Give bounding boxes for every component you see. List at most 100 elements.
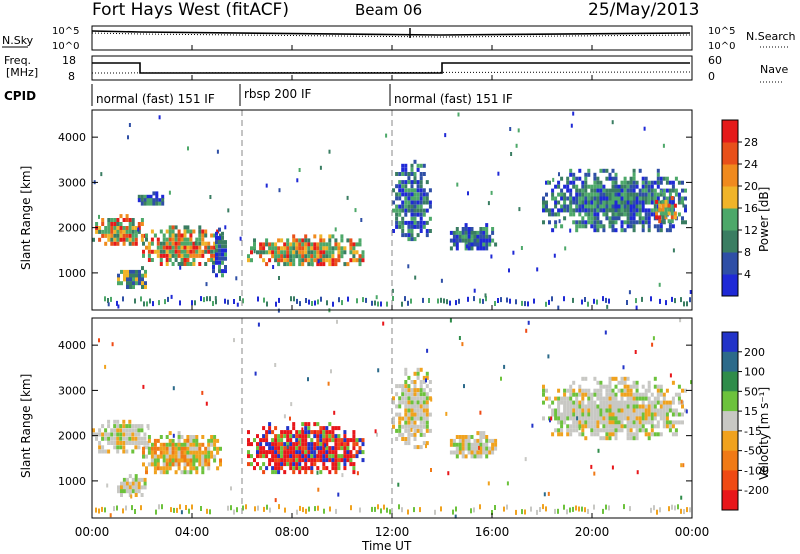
scatter-cell	[590, 424, 594, 429]
scatter-cell	[334, 242, 338, 247]
scatter-cell	[340, 250, 344, 255]
scatter-cell	[210, 450, 214, 455]
ground-scatter-cell	[671, 504, 673, 510]
scatter-cell	[587, 212, 591, 217]
ground-scatter-cell	[305, 298, 307, 303]
scatter-cell	[569, 208, 573, 213]
ground-scatter-cell	[605, 504, 607, 510]
scatter-cell	[401, 432, 405, 437]
scatter-cell	[575, 424, 579, 429]
scatter-cell	[632, 196, 636, 201]
scatter-cell	[668, 200, 672, 205]
scatter-cell	[343, 458, 347, 463]
ground-scatter-cell	[506, 504, 508, 510]
scatter-cell	[104, 241, 108, 246]
scatter-cell	[334, 246, 338, 251]
scatter-cell	[221, 235, 224, 240]
scatter-cell	[644, 192, 648, 197]
scatter-cell	[137, 424, 141, 429]
scatter-cell	[358, 446, 362, 451]
scatter-cell	[614, 196, 618, 201]
scatter-cell	[569, 196, 573, 201]
y-tick-label: 1000	[58, 267, 86, 280]
scatter-cell	[656, 228, 660, 233]
ground-scatter-cell	[200, 506, 202, 511]
scatter-cell	[419, 208, 423, 213]
scatter-cell	[131, 441, 135, 445]
scatter-cell	[482, 442, 486, 447]
scatter-cell	[322, 426, 326, 431]
scatter-cell	[602, 192, 606, 197]
scatter-cell	[153, 470, 157, 475]
scatter-cell	[461, 234, 465, 239]
scatter-cell	[482, 435, 486, 439]
scatter-cell	[659, 388, 663, 393]
noise-point	[354, 208, 357, 213]
noise-point	[660, 189, 663, 194]
ground-scatter-cell	[206, 508, 208, 514]
ground-scatter-cell	[212, 301, 214, 306]
scatter-cell	[665, 388, 669, 393]
scatter-cell	[171, 229, 175, 234]
scatter-cell	[458, 446, 462, 451]
scatter-cell	[141, 285, 144, 289]
scatter-cell	[92, 428, 95, 433]
scatter-cell	[419, 428, 423, 433]
scatter-cell	[407, 204, 411, 209]
scatter-cell	[665, 424, 669, 429]
scatter-cell	[452, 438, 456, 443]
scatter-cell	[684, 208, 687, 213]
scatter-cell	[632, 200, 636, 205]
scatter-cell	[569, 200, 573, 205]
ground-scatter-cell	[566, 509, 568, 515]
scatter-cell	[578, 212, 582, 217]
scatter-cell	[419, 392, 423, 397]
scatter-cell	[319, 238, 323, 243]
scatter-cell	[395, 404, 399, 409]
scatter-cell	[207, 462, 211, 467]
scatter-cell	[271, 454, 275, 459]
scatter-cell	[401, 192, 405, 197]
scatter-cell	[608, 380, 612, 385]
scatter-cell	[626, 200, 630, 205]
scatter-cell	[361, 250, 365, 255]
noise-panel: N.Sky 10^5 10^0 10^5 10^0 N.Search	[2, 25, 796, 52]
scatter-cell	[361, 458, 365, 463]
scatter-cell	[653, 224, 657, 229]
noise-point	[239, 236, 242, 241]
scatter-cell	[632, 208, 636, 213]
scatter-cell	[210, 442, 214, 447]
scatter-cell	[641, 424, 645, 429]
scatter-cell	[155, 194, 159, 199]
ground-scatter-cell	[584, 507, 586, 513]
scatter-cell	[578, 176, 582, 181]
scatter-cell	[398, 384, 402, 389]
scatter-cell	[119, 222, 123, 226]
scatter-cell	[416, 167, 420, 172]
scatter-cell	[581, 196, 585, 201]
scatter-cell	[614, 184, 618, 189]
scatter-cell	[656, 392, 660, 397]
scatter-cell	[626, 216, 630, 221]
noise-point	[517, 128, 520, 133]
scatter-cell	[410, 163, 414, 168]
scatter-cell	[596, 180, 600, 185]
scatter-cell	[210, 438, 214, 443]
scatter-cell	[398, 220, 402, 225]
scatter-cell	[340, 442, 344, 447]
scatter-cell	[461, 435, 465, 439]
scatter-cell	[599, 404, 603, 409]
scatter-cell	[638, 412, 642, 417]
scatter-cell	[560, 176, 564, 181]
scatter-cell	[587, 404, 591, 409]
scatter-cell	[479, 454, 483, 459]
noise-search-trace	[91, 32, 691, 38]
scatter-cell	[313, 254, 317, 259]
scatter-cell	[482, 446, 486, 451]
scatter-cell	[216, 438, 220, 443]
scatter-cell	[617, 408, 621, 413]
scatter-cell	[271, 438, 275, 443]
scatter-cell	[599, 396, 603, 401]
scatter-cell	[137, 445, 141, 450]
scatter-cell	[404, 441, 408, 446]
